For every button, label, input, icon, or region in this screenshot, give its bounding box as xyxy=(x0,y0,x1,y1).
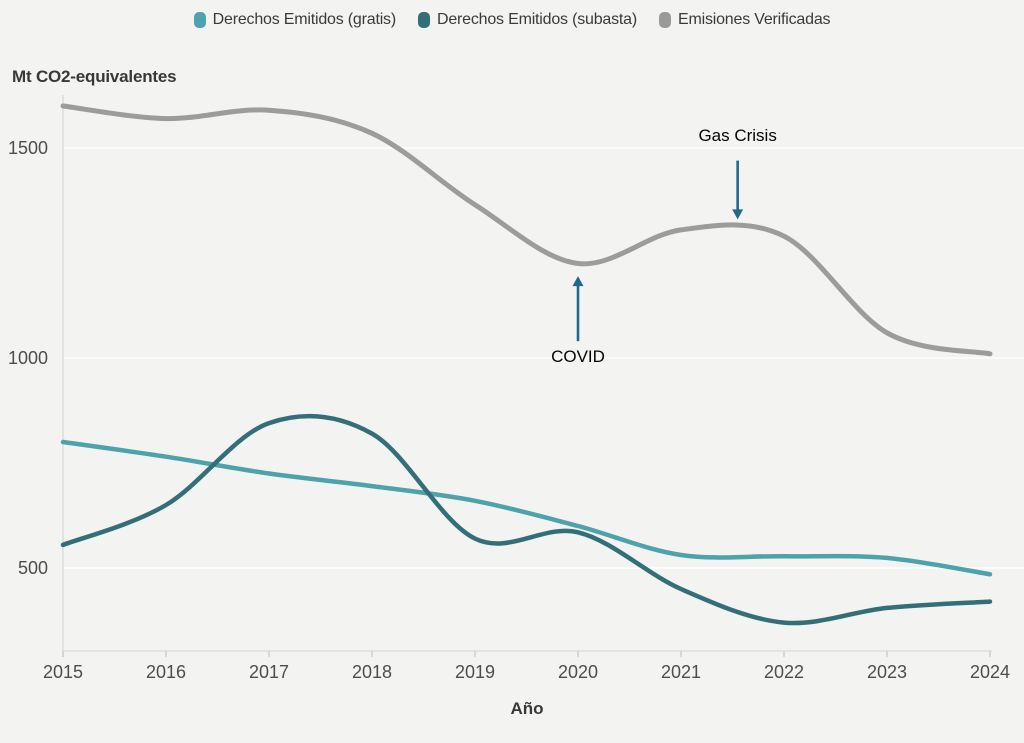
legend-swatch-gratis-icon xyxy=(193,12,206,28)
y-tick-label: 1500 xyxy=(8,138,48,158)
y-axis-title: Mt CO2-equivalentes xyxy=(12,67,177,86)
legend-item-verificadas: Emisiones Verificadas xyxy=(659,11,831,29)
legend-label-gratis: Derechos Emitidos (gratis) xyxy=(212,11,397,28)
x-tick-label: 2016 xyxy=(146,662,186,682)
x-tick-label: 2019 xyxy=(455,662,495,682)
x-tick-label: 2015 xyxy=(43,662,83,682)
annotation-covid-label: COVID xyxy=(551,347,605,366)
x-axis-title: Año xyxy=(510,699,544,718)
series-line-derechos-emitidos-gratis- xyxy=(60,439,993,577)
legend-item-subasta: Derechos Emitidos (subasta) xyxy=(417,11,637,29)
x-tick-label: 2024 xyxy=(970,662,1010,682)
x-tick-label: 2017 xyxy=(249,662,289,682)
legend-label-subasta: Derechos Emitidos (subasta) xyxy=(436,11,637,28)
legend: Derechos Emitidos (gratis) Derechos Emit… xyxy=(0,11,1024,29)
x-tick-label: 2022 xyxy=(764,662,804,682)
series-line-derechos-emitidos-subasta- xyxy=(60,413,993,626)
y-tick-label: 500 xyxy=(18,558,48,578)
legend-label-verificadas: Emisiones Verificadas xyxy=(678,11,831,28)
y-tick-label: 1000 xyxy=(8,348,48,368)
x-tick-label: 2020 xyxy=(558,662,598,682)
legend-item-gratis: Derechos Emitidos (gratis) xyxy=(193,11,397,29)
annotation-gas-crisis-label: Gas Crisis xyxy=(698,125,777,145)
x-tick-label: 2021 xyxy=(661,662,701,682)
x-tick-label: 2023 xyxy=(867,662,907,682)
legend-swatch-verificadas-icon xyxy=(659,12,671,28)
x-tick-label: 2018 xyxy=(352,662,392,682)
annotation-arrowhead-icon xyxy=(732,209,744,220)
series-line-emisiones-verificadas xyxy=(60,103,993,357)
legend-swatch-subasta-icon xyxy=(417,12,430,28)
annotation-arrowhead-icon xyxy=(572,276,584,287)
